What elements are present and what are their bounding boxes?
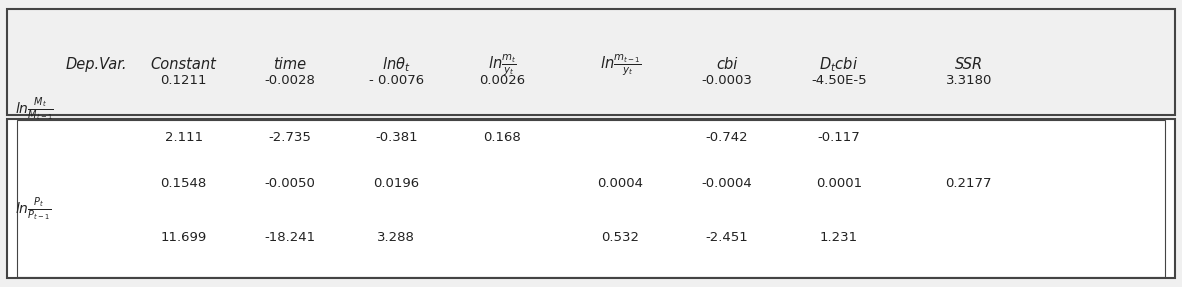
Text: -0.742: -0.742 <box>706 131 748 144</box>
Text: $ln\frac{m_t}{y_t}$: $ln\frac{m_t}{y_t}$ <box>488 53 517 77</box>
Text: 0.1548: 0.1548 <box>161 177 207 190</box>
Bar <box>7 119 1175 278</box>
Text: $ln\frac{m_{t-1}}{y_t}$: $ln\frac{m_{t-1}}{y_t}$ <box>599 53 642 77</box>
Text: 0.1211: 0.1211 <box>161 74 207 87</box>
Text: 0.168: 0.168 <box>483 131 521 144</box>
Text: -0.117: -0.117 <box>818 131 860 144</box>
Text: 3.3180: 3.3180 <box>946 74 992 87</box>
Text: $ln\frac{P_t}{P_{t-1}}$: $ln\frac{P_t}{P_{t-1}}$ <box>15 195 51 223</box>
Text: 0.0001: 0.0001 <box>816 177 862 190</box>
Text: cbi: cbi <box>716 57 738 72</box>
Text: 11.699: 11.699 <box>161 231 207 244</box>
Text: 1.231: 1.231 <box>820 231 858 244</box>
Text: SSR: SSR <box>955 57 983 72</box>
Text: -4.50E-5: -4.50E-5 <box>811 74 866 87</box>
Text: $D_tcbi$: $D_tcbi$ <box>819 56 858 74</box>
Text: - 0.0076: - 0.0076 <box>369 74 424 87</box>
Text: 3.288: 3.288 <box>377 231 415 244</box>
Text: -18.241: -18.241 <box>265 231 316 244</box>
Text: $ln\theta_t$: $ln\theta_t$ <box>382 56 410 74</box>
Text: 2.111: 2.111 <box>164 131 203 144</box>
Text: Constant: Constant <box>151 57 216 72</box>
Text: -0.381: -0.381 <box>375 131 417 144</box>
Text: Dep.Var.: Dep.Var. <box>66 57 128 72</box>
Text: -0.0050: -0.0050 <box>265 177 316 190</box>
Text: 0.0026: 0.0026 <box>480 74 526 87</box>
Text: 0.2177: 0.2177 <box>946 177 992 190</box>
Text: 0.0196: 0.0196 <box>374 177 420 190</box>
Text: -2.451: -2.451 <box>706 231 748 244</box>
Text: 0.532: 0.532 <box>602 231 639 244</box>
Text: $ln\frac{M_t}{M_{t-1}}$: $ln\frac{M_t}{M_{t-1}}$ <box>15 95 53 123</box>
Text: -2.735: -2.735 <box>268 131 311 144</box>
Text: 0.0004: 0.0004 <box>598 177 643 190</box>
Bar <box>7 9 1175 115</box>
Text: -0.0003: -0.0003 <box>701 74 752 87</box>
Text: -0.0004: -0.0004 <box>701 177 752 190</box>
Text: -0.0028: -0.0028 <box>265 74 316 87</box>
Text: time: time <box>273 57 306 72</box>
Bar <box>18 120 1164 277</box>
